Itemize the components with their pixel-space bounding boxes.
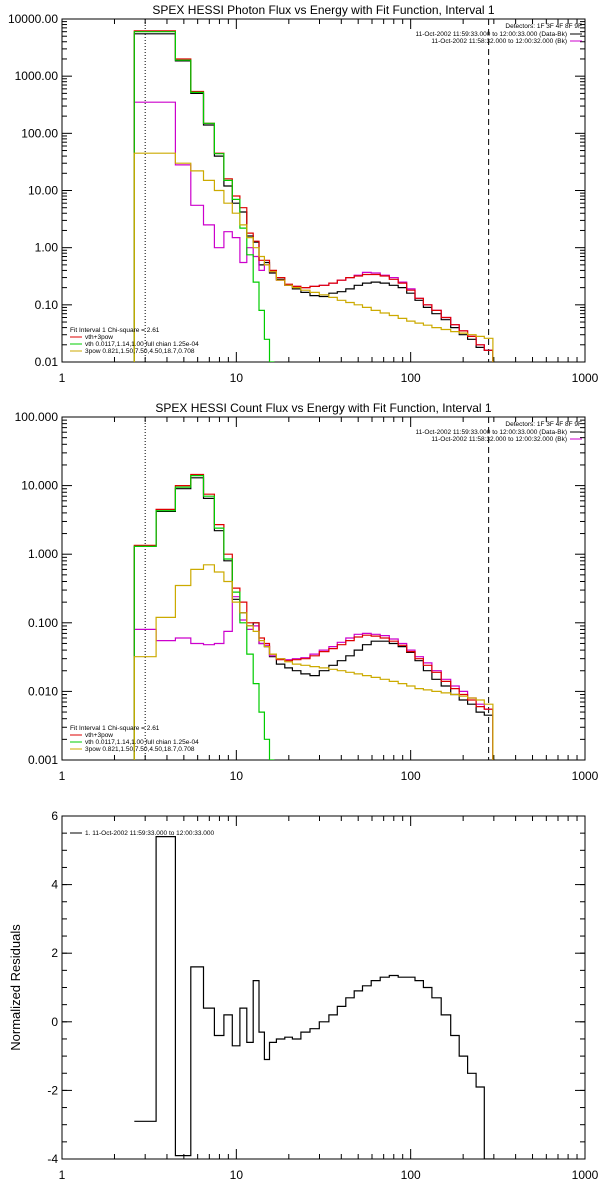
- y-tick-label: 0.01: [35, 355, 59, 369]
- x-tick-label: 1: [59, 371, 66, 385]
- plot-frame: [61, 416, 586, 761]
- x-tick-label: 1: [59, 1168, 66, 1182]
- series-line-1: [134, 836, 493, 1159]
- series-line-5: [133, 152, 494, 362]
- y-tick-label: -4: [47, 1152, 58, 1166]
- y-tick-label: 10.00: [28, 184, 58, 198]
- legend-entry: vth 0.0117,1.14,1.00 full chian 1.25e-04: [85, 341, 199, 348]
- legend-entry: 3pow 0.821,1.50,7.50,4.50,18.7,0.708: [85, 746, 195, 753]
- series-line-4: [133, 31, 275, 362]
- series-line-5: [133, 564, 494, 760]
- y-tick-label: 10000.00: [8, 12, 58, 26]
- y-tick-label: 1.000: [28, 547, 58, 561]
- y-tick-label: -2: [47, 1083, 58, 1097]
- y-tick-label: 100.00: [21, 126, 58, 140]
- y-tick-label: 10.000: [21, 479, 58, 493]
- detectors-label: Detectors: 1F 3F 4F 8F 9F: [505, 421, 582, 428]
- y-axis-label: Normalized Residuals: [8, 924, 23, 1051]
- y-tick-label: 2: [51, 946, 58, 960]
- y-tick-label: 6: [51, 809, 58, 823]
- detectors-label: Detectors: 1F 3F 4F 8F 9F: [505, 23, 582, 30]
- x-tick-label: 1000: [572, 371, 599, 385]
- legend-entry: 11-Oct-2002 11:59:33.000 to 12:00:33.000…: [415, 31, 567, 38]
- legend-entry: vth+3pow: [85, 334, 113, 341]
- fit-legend-header: Fit Interval 1 Chi-square = 2.61: [70, 725, 160, 732]
- y-tick-label: 0.010: [28, 684, 58, 698]
- x-tick-label: 100: [401, 769, 421, 783]
- series-line-4: [133, 475, 275, 760]
- y-tick-label: 1.00: [35, 241, 59, 255]
- panel-2: SPEX HESSI Count Flux vs Energy with Fit…: [15, 401, 599, 783]
- legend-entry: 11-Oct-2002 11:59:33.000 to 12:00:33.000…: [415, 429, 567, 436]
- y-tick-label: 4: [51, 878, 58, 892]
- y-tick-label: 100.000: [15, 410, 59, 424]
- legend-entry: vth 0.0117,1.14,1.00 full chian 1.25e-04: [85, 739, 199, 746]
- fit-legend-header: Fit Interval 1 Chi-square = 2.61: [70, 327, 160, 334]
- legend-entry: 1. 11-Oct-2002 11:59:33.000 to 12:00:33.…: [85, 830, 215, 837]
- x-tick-label: 10: [230, 1168, 244, 1182]
- legend-entry: vth+3pow: [85, 732, 113, 739]
- y-tick-label: 0.001: [28, 753, 58, 767]
- legend-entry: 11-Oct-2002 11:58:32.000 to 12:00:32.000…: [431, 436, 567, 443]
- y-tick-label: 0: [51, 1015, 58, 1029]
- series-line-3: [133, 30, 494, 362]
- x-tick-label: 100: [401, 371, 421, 385]
- chart-title: SPEX HESSI Photon Flux vs Energy with Fi…: [152, 3, 494, 17]
- legend-entry: 3pow 0.821,1.50,7.50,4.50,18.7,0.708: [85, 348, 195, 355]
- series-line-2: [133, 596, 494, 760]
- x-tick-label: 10: [230, 371, 244, 385]
- y-tick-label: 0.10: [35, 298, 59, 312]
- x-tick-label: 10: [230, 769, 244, 783]
- panel-3: Normalized Residuals 1 10 100 1000 -4 -2 0 2 4 6 1.…: [8, 809, 599, 1182]
- chart-title: SPEX HESSI Count Flux vs Energy with Fit…: [155, 401, 491, 415]
- legend-entry: 11-Oct-2002 11:58:32.000 to 12:00:32.000…: [431, 38, 567, 45]
- y-tick-label: 0.100: [28, 616, 58, 630]
- x-tick-label: 1000: [572, 1168, 599, 1182]
- panels: SPEX HESSI Photon Flux vs Energy with Fi…: [8, 3, 599, 1182]
- x-tick-label: 100: [401, 1168, 421, 1182]
- y-tick-label: 1000.00: [15, 69, 59, 83]
- x-tick-label: 1: [59, 769, 66, 783]
- panel-1: SPEX HESSI Photon Flux vs Energy with Fi…: [8, 3, 599, 385]
- x-tick-label: 1000: [572, 769, 599, 783]
